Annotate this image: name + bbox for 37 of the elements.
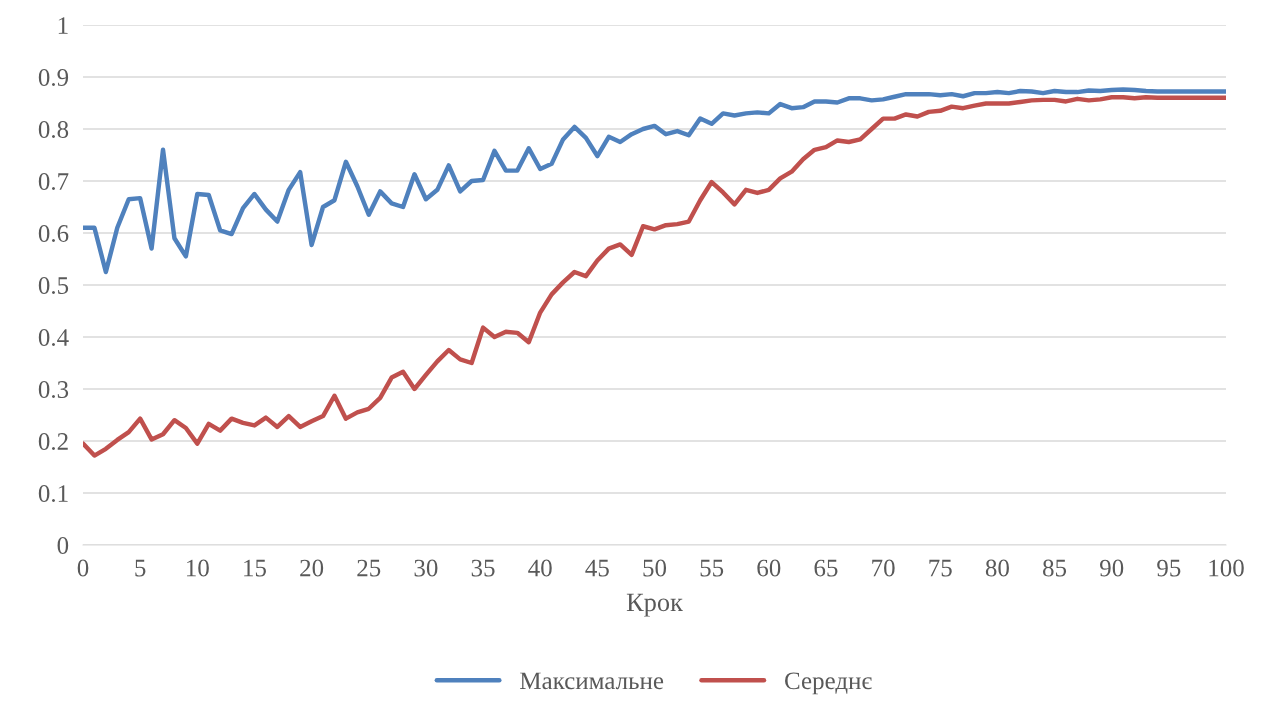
x-tick-label: 0 [77, 559, 89, 577]
x-tick-label: 80 [985, 559, 1009, 577]
x-axis-title: Крок [626, 593, 683, 617]
x-tick-label: 15 [244, 559, 266, 577]
line-series [83, 95, 1226, 458]
x-tick-label: 40 [528, 559, 552, 577]
x-tick-label: 75 [929, 559, 952, 577]
x-tick-label: 35 [471, 559, 495, 577]
legend-label: Максимальне [520, 672, 664, 690]
x-tick-label: 30 [414, 559, 438, 577]
x-tick-label: 5 [135, 559, 146, 577]
x-tick-label: 60 [757, 559, 781, 577]
x-tick-label: 25 [357, 559, 381, 577]
y-tick-label: 0 [57, 537, 69, 554]
x-tick-label: 10 [187, 559, 209, 577]
y-tick-label: 0.5 [38, 277, 69, 295]
y-tick-label: 1 [58, 17, 68, 34]
y-tick-label: 0.1 [38, 485, 68, 503]
x-tick-label: 90 [1100, 559, 1124, 577]
x-tick-label: 85 [1043, 559, 1067, 577]
y-tick-label: 0.3 [38, 381, 69, 399]
x-tick-label: 95 [1157, 559, 1181, 577]
legend-label: Середнє [785, 672, 872, 695]
y-tick-label: 0.9 [38, 69, 69, 87]
line-series [83, 87, 1226, 275]
x-tick-label: 100 [1209, 559, 1244, 577]
y-tick-label: 0.2 [38, 433, 68, 451]
y-tick-label: 0.6 [38, 225, 69, 243]
x-tick-label: 70 [872, 559, 895, 577]
y-tick-label: 0.4 [38, 329, 69, 347]
x-tick-label: 65 [814, 559, 838, 577]
y-tick-label: 0.7 [38, 173, 69, 191]
x-tick-label: 55 [700, 559, 724, 577]
x-tick-label: 20 [300, 559, 324, 577]
x-tick-label: 45 [585, 559, 609, 577]
y-tick-label: 0.8 [38, 121, 69, 139]
x-tick-label: 50 [643, 559, 667, 577]
